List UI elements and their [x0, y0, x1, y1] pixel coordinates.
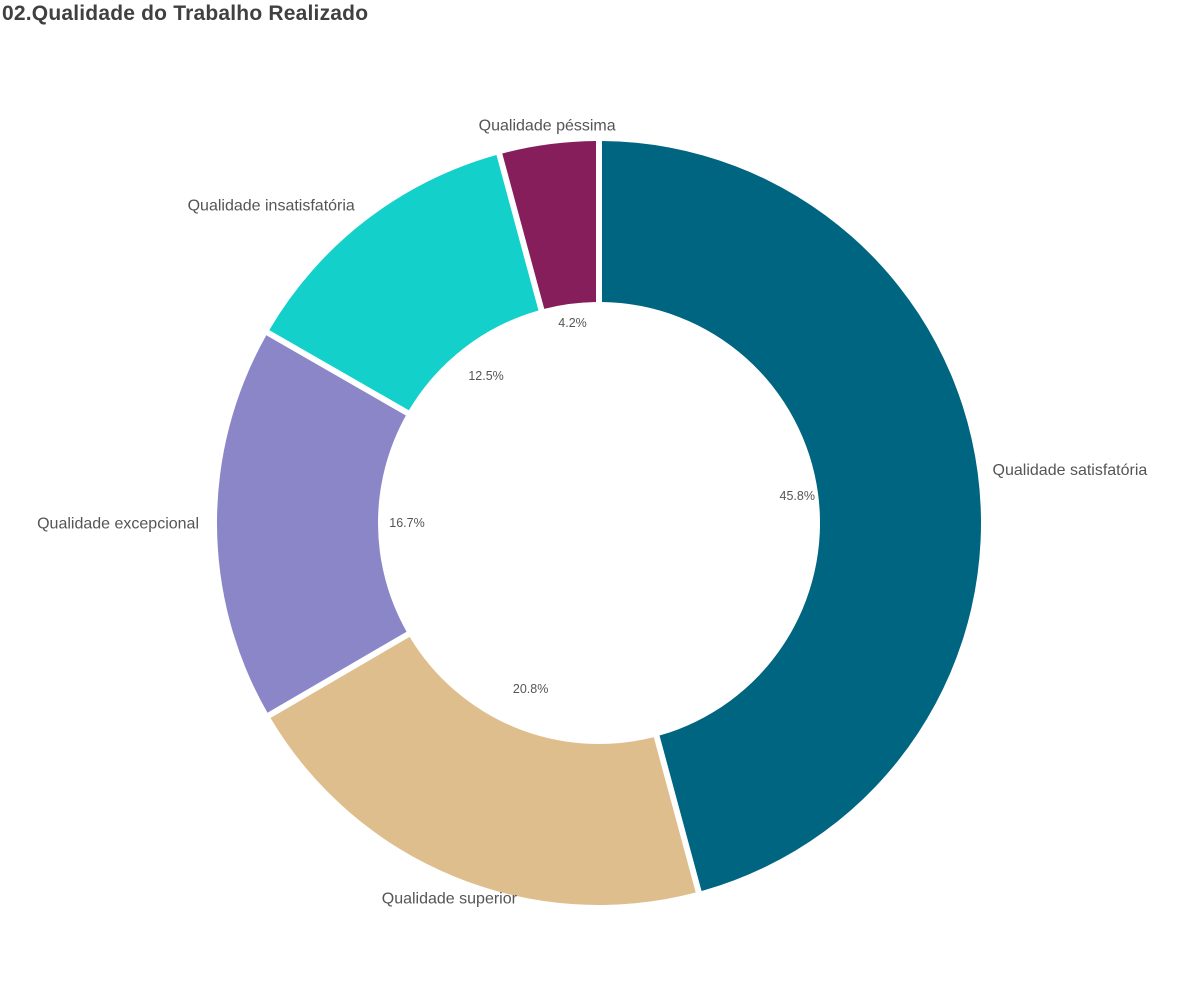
- labels-layer: Qualidade satisfatória 45.8% Qualidade sup…: [37, 118, 1147, 908]
- slice-qualidade-excepcional[interactable]: [217, 335, 407, 713]
- slice-qualidade-satisfatoria[interactable]: [601, 141, 981, 891]
- value-label-qualidade-superior: 20.8%: [513, 682, 548, 696]
- value-label-qualidade-pessima: 4.2%: [558, 316, 587, 330]
- slices-layer: [217, 141, 981, 906]
- slice-label-qualidade-insatisfatoria: Qualidade insatisfatória: [188, 197, 355, 214]
- slice-label-qualidade-pessima: Qualidade péssima: [479, 118, 616, 135]
- slice-qualidade-insatisfatoria[interactable]: [269, 155, 539, 411]
- slice-qualidade-pessima[interactable]: [502, 141, 597, 309]
- slice-label-qualidade-excepcional: Qualidade excepcional: [37, 515, 199, 532]
- value-label-qualidade-satisfatoria: 45.8%: [780, 489, 815, 503]
- slice-label-qualidade-satisfatoria: Qualidade satisfatória: [993, 462, 1148, 479]
- value-label-qualidade-insatisfatoria: 12.5%: [468, 369, 503, 383]
- slice-label-qualidade-superior: Qualidade superior: [382, 891, 518, 908]
- slice-qualidade-superior[interactable]: [270, 636, 696, 906]
- value-label-qualidade-excepcional: 16.7%: [389, 516, 424, 530]
- chart-title: 02.Qualidade do Trabalho Realizado: [2, 2, 369, 25]
